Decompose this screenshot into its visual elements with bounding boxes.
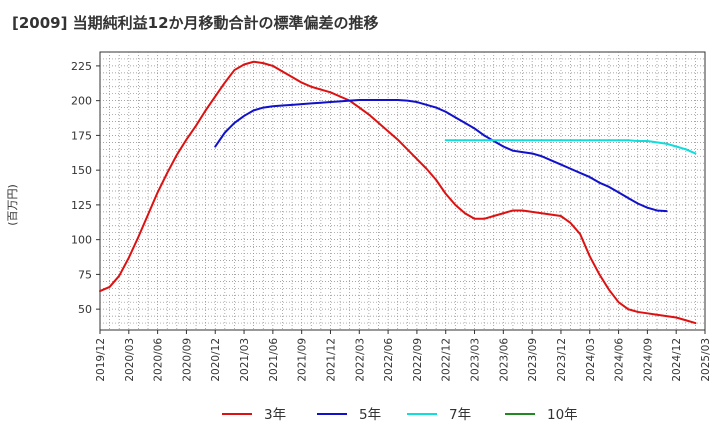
x-tick-label: 2023/12 [556,338,568,382]
x-tick-label: 2022/09 [412,338,424,382]
y-tick-label: 225 [71,60,92,73]
x-tick-label: 2024/06 [614,338,626,382]
y-tick-label: 200 [71,95,92,108]
x-tick-label: 2020/03 [124,338,136,382]
x-tick-label: 2020/09 [181,338,193,382]
x-tick-label: 2023/09 [527,338,539,382]
legend-label-4: 10年 [547,407,578,423]
chart-title: [2009] 当期純利益12か月移動合計の標準偏差の推移 [12,14,379,32]
x-tick-label: 2023/03 [470,338,482,382]
series-lines [99,60,697,325]
x-tick-label: 2024/03 [585,338,597,382]
y-tick-label: 150 [71,164,92,177]
x-tick-label: 2022/06 [383,338,395,382]
y-tick-label: 75 [78,268,92,281]
x-tick-label: 2020/12 [210,338,222,382]
legend: 3年 5年 7年 10年 [222,407,578,423]
series-line-1 [99,60,697,325]
y-axis-label: (百万円) [6,184,19,226]
x-tick-label: 2021/12 [325,338,337,382]
y-tick-label: 100 [71,234,92,247]
axis-ticks: 50 75 100 125 150 175 200 225 2019/12 2020/03 2020… [71,60,712,382]
y-tick-label: 125 [71,199,92,212]
legend-label-3: 7年 [449,407,471,423]
grid-lines [100,52,705,330]
series-line-2 [214,98,668,213]
x-tick-label: 2021/06 [268,338,280,382]
x-tick-label: 2024/09 [642,338,654,382]
y-tick-label: 50 [78,303,92,316]
x-tick-label: 2022/12 [441,338,453,382]
x-tick-label: 2024/12 [671,338,683,382]
y-tick-label: 175 [71,129,92,142]
x-tick-label: 2020/06 [153,338,165,382]
x-tick-label: 2021/09 [297,338,309,382]
x-tick-label: 2023/06 [498,338,510,382]
legend-label-2: 5年 [359,407,381,423]
x-tick-label: 2019/12 [95,338,107,382]
legend-label-1: 3年 [264,407,286,423]
x-tick-label: 2021/03 [239,338,251,382]
series-line-3 [444,139,697,155]
x-tick-label: 2025/03 [700,338,712,382]
x-tick-label: 2022/03 [354,338,366,382]
